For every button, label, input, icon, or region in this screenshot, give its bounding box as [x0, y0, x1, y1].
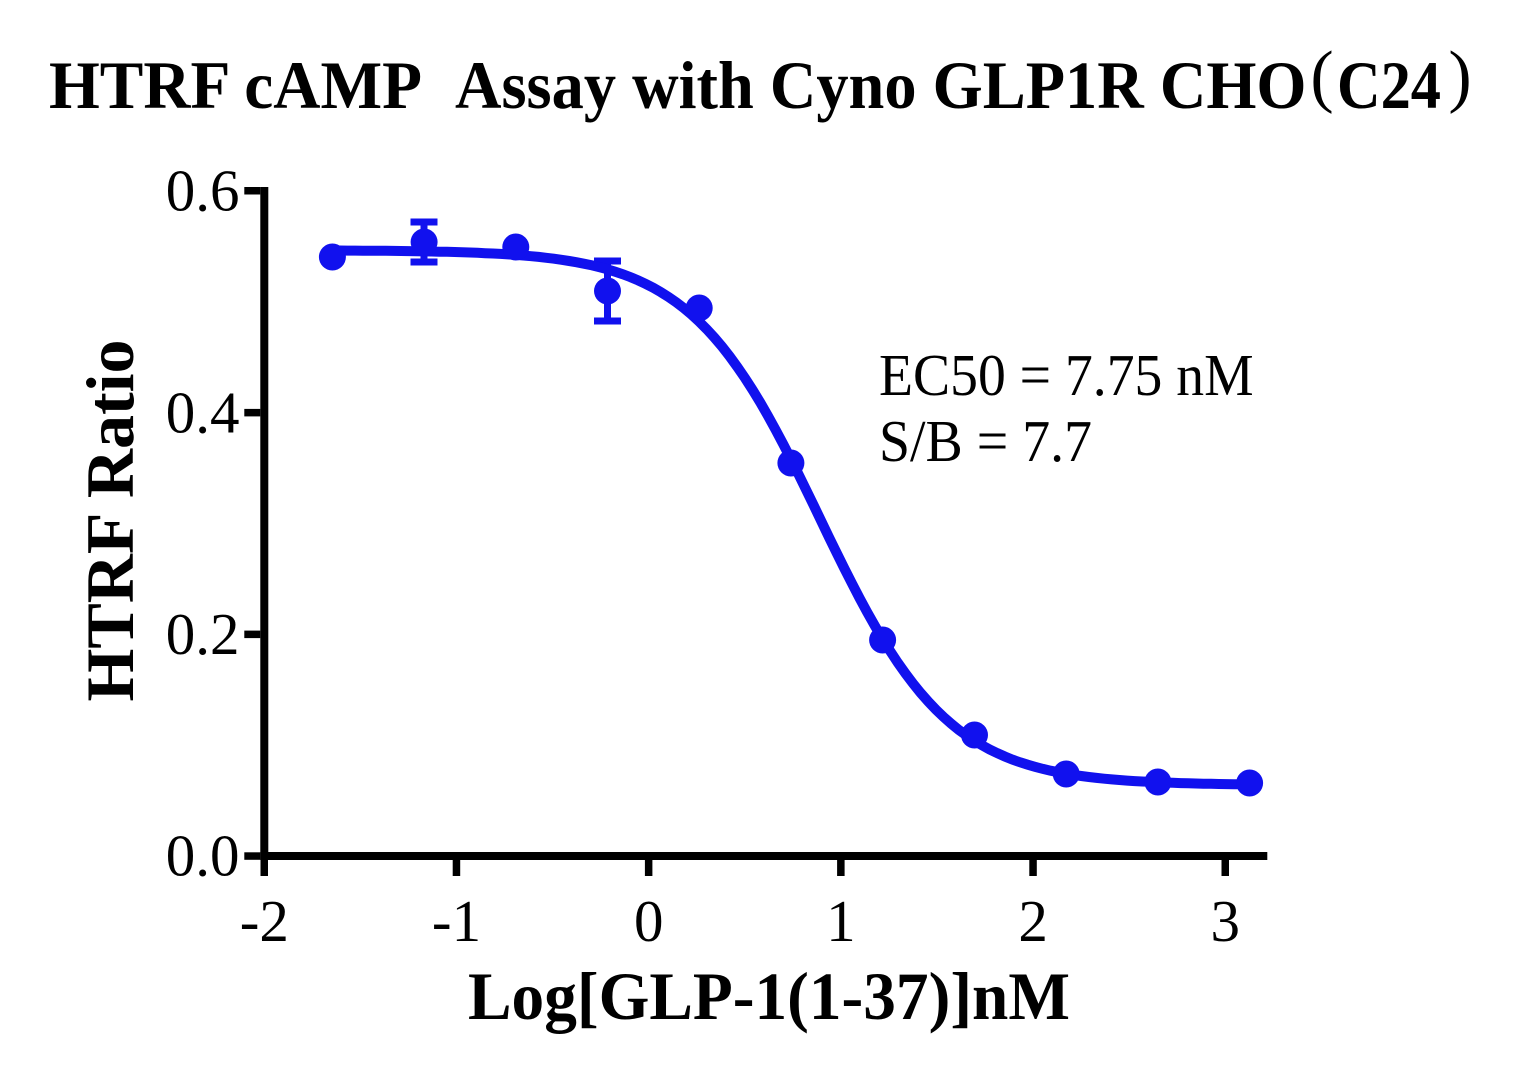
- svg-text:EC50 = 7.75 nM: EC50 = 7.75 nM: [879, 342, 1254, 408]
- svg-text:0.0: 0.0: [166, 823, 240, 889]
- svg-text:(: (: [1310, 38, 1333, 115]
- svg-text:0: 0: [634, 888, 664, 954]
- svg-text:C24: C24: [1337, 47, 1441, 123]
- svg-text:S/B = 7.7: S/B = 7.7: [879, 408, 1092, 474]
- svg-text:Log[GLP-1(1-37)]nM: Log[GLP-1(1-37)]nM: [468, 958, 1070, 1034]
- svg-text:0.6: 0.6: [166, 158, 240, 224]
- svg-text:): ): [1448, 38, 1471, 115]
- svg-text:0.4: 0.4: [166, 379, 240, 445]
- svg-text:0.2: 0.2: [166, 601, 240, 667]
- svg-text:3: 3: [1211, 888, 1241, 954]
- svg-text:HTRF cAMP: HTRF cAMP: [49, 47, 422, 123]
- svg-text:1: 1: [826, 888, 856, 954]
- svg-text:HTRF Ratio: HTRF Ratio: [72, 339, 148, 701]
- svg-text:-2: -2: [240, 888, 289, 954]
- svg-text:2: 2: [1018, 888, 1048, 954]
- svg-text:-1: -1: [432, 888, 481, 954]
- svg-text:Assay with Cyno GLP1R CHO: Assay with Cyno GLP1R CHO: [455, 47, 1307, 123]
